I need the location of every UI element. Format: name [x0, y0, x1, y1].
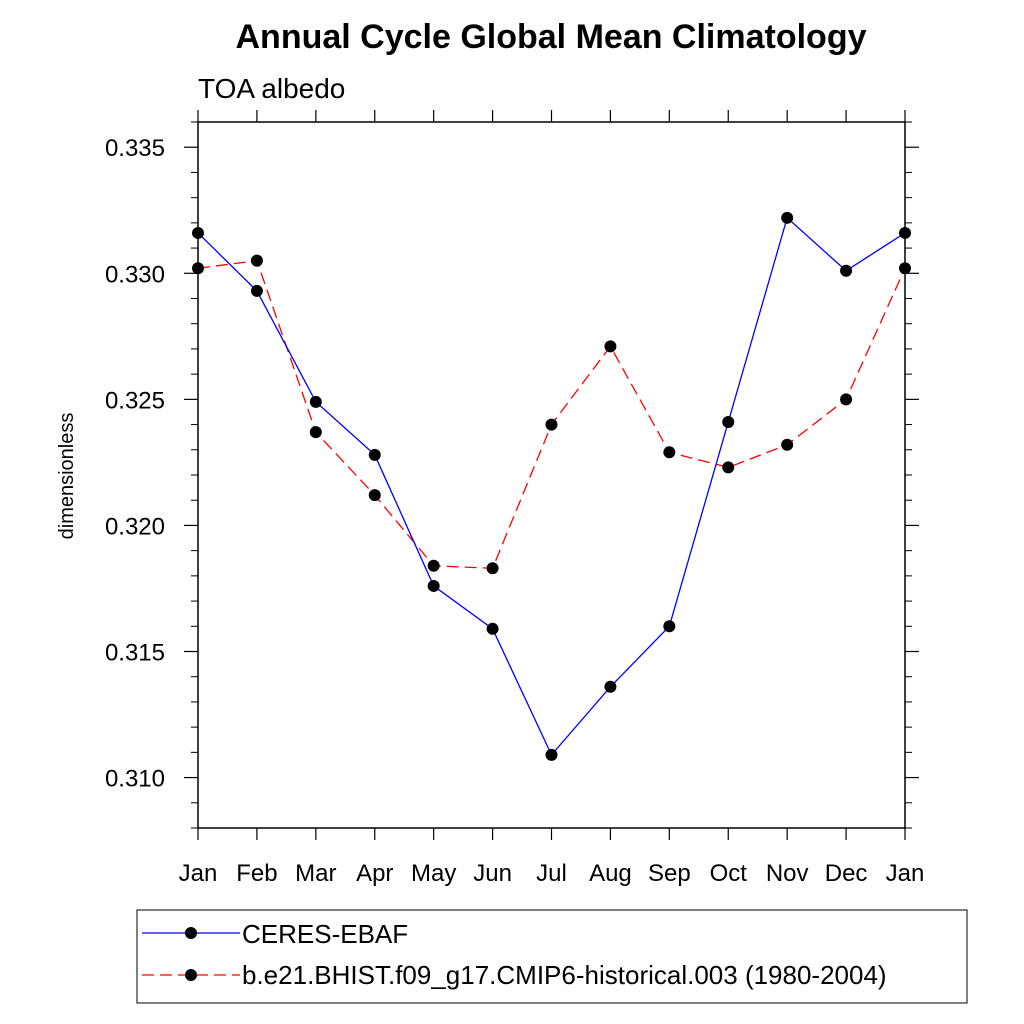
- y-tick-label: 0.330: [105, 261, 165, 288]
- x-tick-label: Sep: [648, 860, 691, 887]
- point-model: [309, 426, 322, 439]
- x-tick-label: May: [411, 860, 456, 887]
- series-layer: [192, 211, 911, 761]
- y-tick-label: 0.320: [105, 513, 165, 540]
- point-ceres: [722, 416, 735, 429]
- point-ceres: [427, 579, 440, 592]
- y-tick-label: 0.335: [105, 135, 165, 162]
- point-model: [840, 393, 853, 406]
- x-tick-label: Nov: [766, 860, 809, 887]
- x-tick-label: Jan: [886, 860, 925, 887]
- x-tick-label: Oct: [710, 860, 748, 887]
- legend-label-model: b.e21.BHIST.f09_g17.CMIP6-historical.003…: [242, 960, 887, 990]
- x-tick-label: Dec: [825, 860, 868, 887]
- point-ceres: [250, 284, 263, 297]
- y-tick-label: 0.325: [105, 387, 165, 414]
- point-model: [486, 562, 499, 575]
- x-tick-label: Apr: [356, 860, 393, 887]
- point-model: [663, 446, 676, 459]
- point-model: [250, 254, 263, 267]
- legend-marker-ceres: [185, 927, 197, 939]
- x-tick-label: Aug: [589, 860, 632, 887]
- point-model: [368, 489, 381, 502]
- point-ceres: [899, 226, 911, 239]
- point-ceres: [604, 680, 617, 693]
- point-model: [545, 418, 558, 431]
- point-ceres: [663, 620, 676, 633]
- point-ceres: [309, 395, 322, 408]
- point-ceres: [368, 448, 381, 461]
- point-ceres: [545, 748, 558, 761]
- point-model: [781, 438, 794, 451]
- point-model: [192, 262, 204, 275]
- y-axis-label: dimensionless: [56, 413, 78, 540]
- point-ceres: [840, 264, 853, 277]
- legend-label-ceres: CERES-EBAF: [242, 919, 408, 949]
- axis-ticks: [184, 110, 919, 840]
- y-tick-label: 0.315: [105, 640, 165, 667]
- x-tick-label: Jan: [179, 860, 218, 887]
- y-tick-label: 0.310: [105, 766, 165, 793]
- series-line-model: [197, 259, 906, 569]
- point-model: [604, 340, 617, 353]
- y-tick-labels: 0.310 0.315 0.320 0.325 0.330 0.335: [105, 135, 165, 792]
- point-ceres: [192, 226, 204, 239]
- chart-subtitle: TOA albedo: [198, 73, 345, 104]
- point-ceres: [486, 622, 499, 635]
- x-tick-label: Feb: [236, 860, 277, 887]
- legend: CERES-EBAF b.e21.BHIST.f09_g17.CMIP6-his…: [136, 909, 968, 1004]
- point-model: [899, 262, 911, 275]
- series-line-ceres: [197, 216, 906, 757]
- x-tick-label: Jul: [536, 860, 567, 887]
- point-model: [427, 559, 440, 572]
- chart-title: Annual Cycle Global Mean Climatology: [236, 18, 867, 56]
- x-tick-label: Mar: [295, 860, 336, 887]
- x-tick-labels: Jan Feb Mar Apr May Jun Jul Aug Sep Oct Nov Dec Jan: [179, 860, 925, 887]
- legend-box: [136, 909, 968, 1004]
- x-tick-label: Jun: [473, 860, 512, 887]
- point-model: [722, 461, 735, 474]
- point-ceres: [781, 211, 794, 224]
- legend-marker-model: [185, 969, 197, 981]
